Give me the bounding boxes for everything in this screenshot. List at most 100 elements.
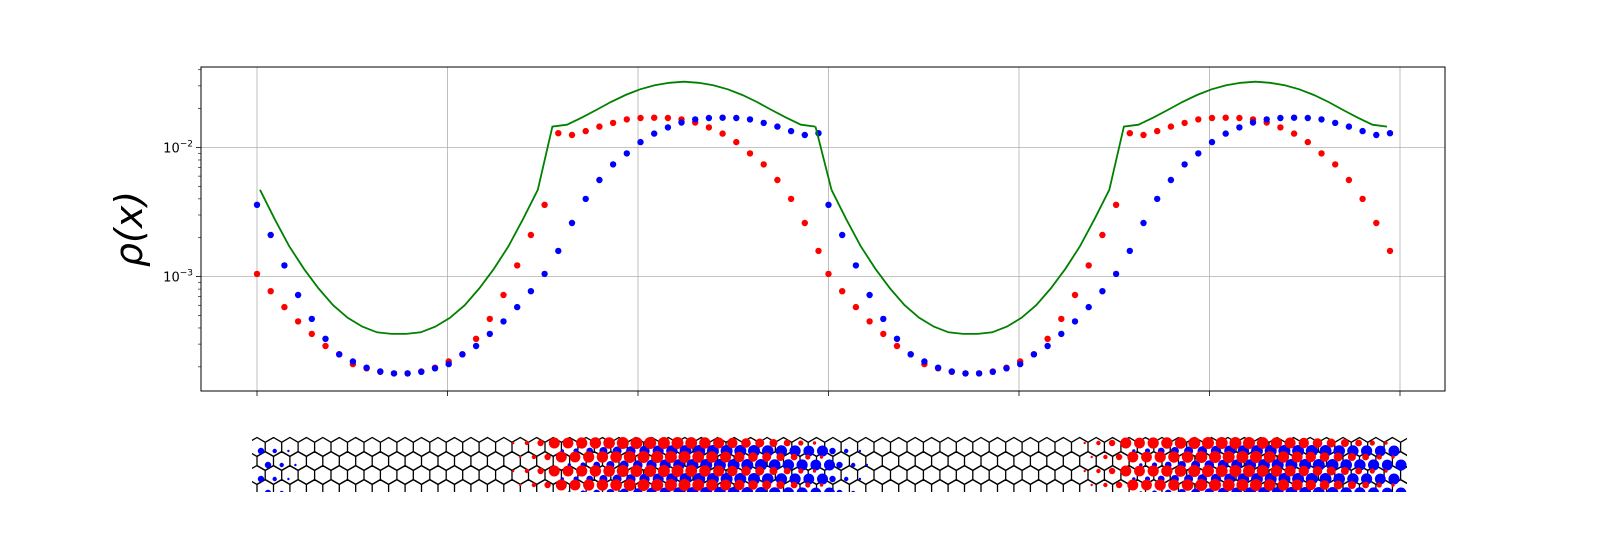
atom-red (1195, 451, 1208, 463)
atom-red (819, 455, 824, 459)
atom-red (812, 469, 817, 473)
atom-red (1168, 479, 1180, 491)
data-point-red (472, 335, 480, 342)
data-point-red (596, 123, 603, 130)
data-point-blue (322, 335, 329, 342)
atom-red (755, 438, 765, 448)
data-point-blue (975, 370, 983, 377)
atom-red (1096, 468, 1101, 474)
data-point-blue (267, 231, 274, 239)
atom-blue (1354, 487, 1366, 492)
data-point-blue (1359, 127, 1366, 135)
atom-red (519, 455, 522, 459)
data-point-blue (514, 303, 521, 311)
data-point-blue (1126, 247, 1134, 255)
atom-red (1108, 439, 1116, 447)
atom-blue (1395, 459, 1407, 471)
data-point-blue (1386, 130, 1394, 137)
atom-red (576, 465, 588, 477)
atom-red (741, 466, 751, 476)
data-point-red (1373, 219, 1380, 227)
atom-red (1188, 437, 1201, 449)
atom-blue (1340, 487, 1352, 492)
atom-red (748, 480, 758, 490)
data-point-red (1345, 176, 1353, 184)
atom-red (544, 453, 551, 461)
atom-red (1209, 451, 1221, 463)
atom-blue (796, 487, 808, 492)
atom-red (1195, 479, 1208, 491)
data-point-blue (308, 315, 315, 323)
data-point-blue (866, 291, 873, 299)
atom-red (603, 437, 615, 449)
data-point-blue (893, 335, 901, 342)
atom-red (762, 480, 772, 490)
atom-blue (817, 473, 828, 485)
atom-red (610, 479, 622, 491)
atom-red (544, 481, 551, 489)
data-point-blue (336, 351, 343, 358)
data-point-blue (746, 116, 754, 123)
atom-red (1326, 466, 1336, 476)
atom-red (524, 440, 530, 446)
data-point-blue (637, 138, 644, 146)
atom-red (1134, 437, 1145, 449)
atom-blue (294, 463, 297, 467)
atom-red (1103, 482, 1108, 488)
atom-red (1141, 451, 1152, 463)
atom-blue (1374, 473, 1386, 485)
atom-blue (1164, 489, 1172, 492)
atom-red (524, 468, 530, 474)
data-point-red (541, 201, 548, 208)
atom-red (805, 482, 811, 488)
atom-red (812, 441, 817, 445)
atom-red (1209, 479, 1221, 491)
atom-red (1127, 479, 1139, 491)
atom-red (569, 451, 581, 463)
y-axis-label: ρ(x) (107, 191, 151, 267)
data-point-blue (921, 358, 928, 365)
atom-red (1333, 452, 1343, 462)
atom-red (1090, 455, 1093, 459)
data-point-blue (1236, 124, 1243, 131)
data-point-blue (555, 247, 562, 255)
data-point-blue (787, 127, 795, 135)
atom-blue (1381, 459, 1393, 471)
atom-red (548, 437, 560, 449)
data-point-blue (500, 318, 507, 325)
atom-red (1362, 453, 1369, 461)
data-point-red (267, 288, 274, 295)
atom-blue (768, 487, 781, 492)
atom-blue (824, 459, 835, 471)
atom-blue (858, 477, 862, 481)
atom-red (1103, 454, 1108, 460)
data-point-blue (363, 364, 370, 371)
atom-red (1250, 451, 1262, 463)
atom-red (790, 481, 798, 489)
atom-red (1181, 451, 1194, 463)
atom-blue (606, 489, 615, 492)
data-point-blue (1058, 330, 1065, 338)
atom-red (1355, 439, 1362, 447)
data-point-blue (486, 330, 493, 338)
atom-red (637, 451, 650, 463)
data-point-red (1304, 138, 1312, 146)
atom-red (671, 437, 684, 449)
atom-red (1115, 453, 1123, 461)
atom-blue (264, 489, 272, 492)
data-point-red (815, 247, 822, 255)
atom-red (531, 482, 537, 488)
data-point-red (1208, 114, 1216, 122)
data-point-blue (1085, 303, 1092, 311)
atom-blue (593, 489, 600, 492)
atom-red (755, 466, 765, 476)
data-point-red (839, 288, 846, 295)
atom-blue (782, 459, 795, 471)
atom-red (1376, 482, 1382, 488)
data-point-blue (418, 368, 425, 375)
atom-red (819, 483, 824, 487)
data-point-blue (1263, 116, 1270, 123)
atom-red (699, 465, 711, 477)
data-point-blue (1112, 270, 1120, 278)
data-point-red (1071, 291, 1079, 299)
